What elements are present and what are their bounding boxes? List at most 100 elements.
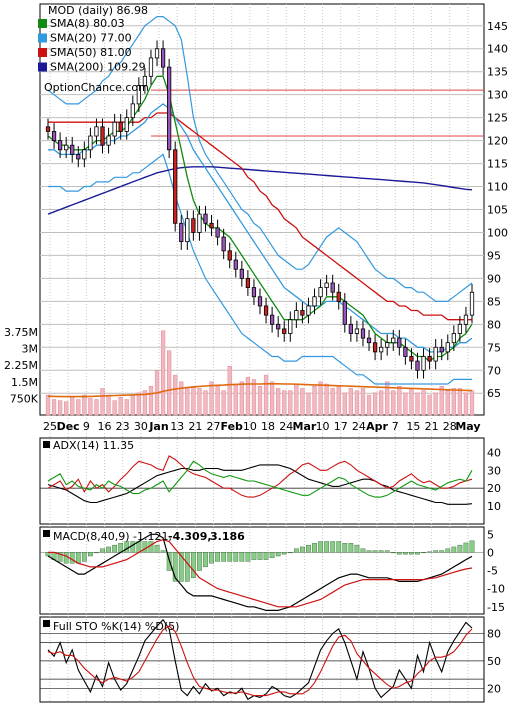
macd-histogram-bar [421,552,426,554]
volume-bar [51,399,57,416]
candlestick [294,310,299,321]
volume-bar [197,388,202,416]
x-tick-label: 28 [443,420,457,433]
x-tick-label: 9 [83,420,90,433]
x-tick-label: May [455,420,480,433]
candlestick [76,153,81,160]
x-tick-label: Apr [366,420,388,433]
price-tick-label: 125 [487,112,508,125]
x-tick-label: 10 [316,420,330,433]
candlestick [112,121,117,137]
volume-bar [288,390,293,416]
candlestick [469,291,475,316]
macd-histogram-bar [306,544,311,553]
volume-bar [306,392,311,416]
macd-histogram-bar [463,542,469,553]
volume-bar [457,388,463,416]
macd-histogram-bar [81,552,87,562]
price-tick-label: 65 [487,387,501,400]
price-tick-label: 80 [487,318,501,331]
candlestick [245,277,251,288]
macd-histogram-bar [366,550,372,553]
candlestick [312,296,317,307]
macd-histogram-bar [106,546,111,553]
candlestick [427,356,432,362]
macd-tick-label: -10 [487,583,505,596]
macd-histogram-bar [281,552,287,555]
candlestick [318,287,323,298]
volume-bar [403,392,408,416]
candlestick [173,149,178,224]
volume-bar [106,394,111,416]
price-tick-label: 120 [487,135,508,148]
candlestick [233,259,238,270]
adx-series-line [47,455,473,498]
volume-bar [469,390,475,416]
macd-histogram-bar [203,552,208,568]
volume-bar [421,390,426,416]
candlestick [348,323,353,334]
macd-histogram-bar [148,541,154,553]
legend-swatch [38,33,47,43]
macd-tick-label: 0 [487,546,494,559]
candlestick [342,300,347,325]
macd-histogram-bar [94,552,99,554]
candlestick [409,356,414,362]
candlestick [136,85,141,105]
macd-histogram-bar [457,544,463,553]
candlestick [45,126,51,132]
volume-bar [294,383,299,416]
macd-histogram-bar [445,548,451,553]
macd-histogram-bar [427,551,432,553]
candlestick [118,121,123,132]
x-tick-label: Dec [57,420,80,433]
macd-legend-swatch [43,530,50,537]
price-tick-label: 100 [487,226,508,239]
candlestick [64,144,69,151]
x-tick-label: 10 [243,420,257,433]
volume-bar [142,390,148,416]
bollinger-upper-line [47,16,473,302]
volume-bar [179,381,184,416]
price-tick-label: 130 [487,89,508,102]
volume-tick-label: 3M [22,343,39,356]
price-tick-label: 85 [487,295,501,308]
macd-histogram-bar [318,541,323,553]
volume-bar [118,397,123,416]
candlestick [451,333,456,344]
volume-bar [64,401,69,416]
volume-bar [263,374,269,416]
candlestick [106,135,111,146]
volume-bar [160,330,166,416]
macd-histogram-bar [100,548,105,553]
candlestick [70,144,75,155]
x-tick-label: 24 [352,420,366,433]
macd-histogram-bar [263,552,269,560]
adx-tick-label: 10 [487,500,501,513]
macd-histogram-bar [433,550,439,553]
volume-bar [215,385,220,416]
macd-series-line [48,539,473,608]
macd-histogram-bar [275,552,281,557]
macd-histogram-bar [178,552,184,582]
macd-histogram-bar [372,550,378,553]
candlestick [185,218,190,243]
legend-swatch [38,19,47,28]
volume-bar [209,381,214,416]
x-tick-label: 23 [116,420,130,433]
adx-title: ADX(14) 11.35 [53,439,134,452]
macd-histogram-bar [354,544,360,553]
adx-tick-label: 40 [487,446,501,459]
macd-histogram-bar [69,552,75,564]
volume-bar [130,394,135,416]
volume-bar [409,388,414,416]
price-tick-label: 135 [487,66,508,79]
price-tick-label: 70 [487,364,501,377]
macd-histogram-bar [469,540,475,553]
volume-bar [427,394,432,416]
x-tick-label: Mar [293,420,317,433]
volume-bar [366,394,372,416]
volume-bar [245,377,251,416]
macd-histogram-bar [342,543,348,553]
